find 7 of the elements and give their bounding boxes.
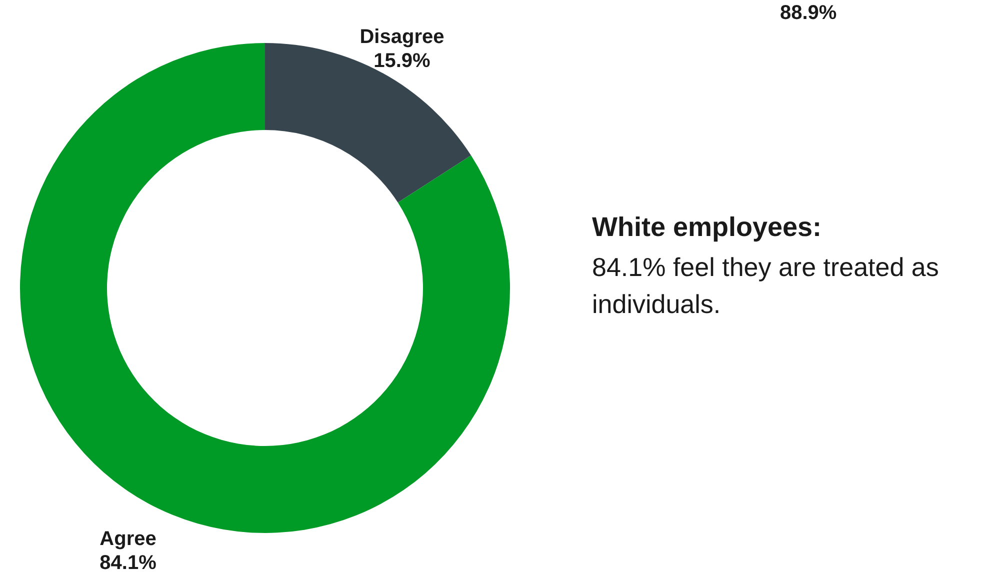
text: 84.1% feel they are treated as individuals. [592,251,940,321]
slice-label: Disagree [360,26,444,48]
text: White employees: [592,212,823,243]
text: 88.9% [780,2,837,25]
data-label: 15.9% [374,50,431,72]
data-label: 84.1% [100,552,157,574]
slice-label: Agree [100,528,156,550]
